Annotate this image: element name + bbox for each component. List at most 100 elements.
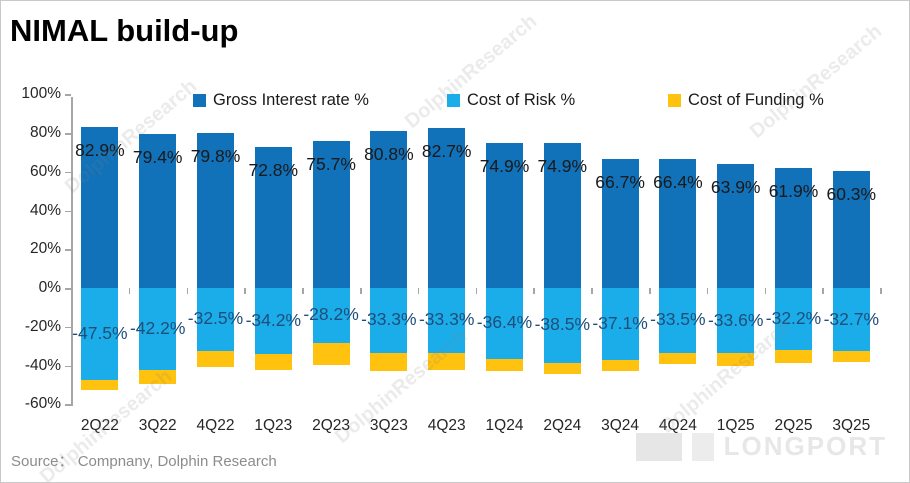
bar-cost-of-funding — [312, 342, 350, 365]
data-label-cost-of-risk: -47.5% — [72, 323, 128, 344]
y-axis-tick — [65, 249, 71, 251]
bar-gross-interest — [370, 131, 408, 288]
y-axis-label: 20% — [29, 240, 61, 258]
bar-cost-of-funding — [486, 358, 523, 372]
y-axis-tick — [65, 94, 71, 96]
bar-cost-of-risk — [197, 288, 234, 351]
x-axis-label: 3Q25 — [832, 417, 871, 434]
x-axis-tick — [706, 288, 709, 294]
longport-logo-icon — [691, 432, 714, 461]
bar-gross-interest — [428, 127, 466, 288]
chart-title: NIMAL build-up — [10, 13, 239, 48]
x-axis-label: 1Q25 — [716, 417, 755, 434]
data-label-gross-interest: 72.8% — [248, 159, 299, 180]
legend-swatch-cost-of-funding-icon — [668, 94, 681, 107]
bar-cost-of-risk — [370, 288, 408, 353]
x-axis-tick — [822, 288, 824, 294]
bar-cost-of-risk — [139, 288, 177, 370]
x-axis-label: 2Q25 — [774, 417, 813, 434]
y-axis-label: -20% — [24, 317, 61, 335]
data-label-cost-of-risk: -32.2% — [765, 308, 822, 329]
y-axis-line — [71, 97, 73, 407]
x-axis-label: 4Q24 — [658, 417, 697, 434]
data-label-cost-of-risk: -37.1% — [592, 312, 648, 333]
bar-cost-of-funding — [717, 353, 755, 367]
y-axis-label: -60% — [24, 395, 61, 413]
x-axis-tick — [880, 288, 882, 294]
bar-cost-of-funding — [601, 359, 639, 371]
data-label-cost-of-risk: -42.2% — [129, 317, 186, 338]
legend-swatch-gross-interest-icon — [193, 94, 206, 107]
bar-cost-of-risk — [81, 288, 119, 381]
x-axis-tick — [360, 288, 362, 294]
x-axis-tick — [186, 288, 189, 294]
x-axis-label: 3Q24 — [601, 417, 640, 434]
x-axis-label: 1Q24 — [485, 417, 524, 434]
bar-cost-of-risk — [775, 288, 812, 351]
bar-cost-of-funding — [543, 362, 581, 375]
bar-cost-of-risk — [428, 288, 466, 353]
data-label-gross-interest: 79.4% — [132, 147, 183, 168]
y-axis-label: 60% — [29, 162, 61, 180]
data-label-cost-of-risk: -28.2% — [303, 304, 359, 325]
longport-logo-icon — [635, 432, 682, 461]
source-line: Source： Compnany, Dolphin Research — [11, 450, 277, 471]
bar-gross-interest — [775, 168, 812, 288]
bar-cost-of-risk — [312, 288, 350, 343]
data-label-cost-of-risk: -32.7% — [823, 308, 880, 329]
bar-cost-of-risk — [832, 288, 870, 352]
y-axis-tick — [65, 210, 71, 212]
bar-cost-of-funding — [832, 351, 870, 363]
bar-gross-interest — [197, 133, 234, 288]
source-label: Source： — [11, 453, 74, 470]
legend-label: Cost of Risk % — [467, 91, 576, 109]
data-label-gross-interest: 79.8% — [190, 146, 241, 167]
data-label-cost-of-risk: -38.5% — [534, 314, 591, 335]
data-label-cost-of-risk: -33.3% — [361, 309, 417, 330]
data-label-gross-interest: 60.3% — [826, 184, 877, 205]
bar-gross-interest — [312, 141, 350, 288]
data-label-gross-interest: 82.9% — [75, 140, 125, 161]
x-axis-tick — [244, 288, 246, 294]
bar-gross-interest — [81, 127, 119, 288]
bar-cost-of-funding — [370, 352, 408, 371]
bar-cost-of-funding — [197, 350, 234, 367]
y-axis-label: 40% — [29, 201, 61, 219]
bar-cost-of-funding — [775, 350, 812, 363]
x-axis-tick — [533, 288, 535, 294]
source-text: Compnany, Dolphin Research — [77, 453, 277, 470]
bar-cost-of-funding — [254, 354, 292, 370]
bar-gross-interest — [254, 146, 292, 288]
y-axis-label: -40% — [24, 356, 61, 374]
data-label-gross-interest: 75.7% — [306, 154, 356, 175]
x-axis-tick — [417, 288, 420, 294]
x-axis-label: 1Q23 — [254, 417, 293, 434]
data-label-gross-interest: 66.7% — [595, 171, 645, 192]
bar-cost-of-risk — [486, 288, 523, 359]
x-axis-label: 2Q23 — [312, 417, 351, 434]
x-axis-label: 3Q23 — [369, 417, 408, 434]
legend-label: Cost of Funding % — [688, 91, 824, 109]
x-axis-tick — [649, 288, 651, 294]
y-axis-tick — [65, 326, 71, 329]
bar-gross-interest — [543, 142, 581, 288]
y-axis-tick — [65, 171, 71, 174]
bar-cost-of-funding — [659, 352, 697, 364]
legend-swatch-cost-of-risk-icon — [447, 94, 460, 107]
bar-cost-of-funding — [139, 369, 177, 384]
bar-cost-of-funding — [81, 380, 119, 390]
data-label-cost-of-risk: -36.4% — [476, 312, 533, 333]
data-label-gross-interest: 66.4% — [653, 172, 703, 193]
longport-watermark: LONGPORT — [635, 431, 887, 462]
x-axis-label: 2Q22 — [80, 417, 119, 434]
x-axis-tick — [128, 288, 131, 294]
data-label-gross-interest: 63.9% — [710, 177, 761, 198]
x-axis-label: 4Q23 — [427, 417, 466, 434]
bar-gross-interest — [486, 142, 523, 288]
x-axis-label: 3Q22 — [138, 417, 177, 434]
y-axis-tick — [65, 404, 71, 406]
bar-cost-of-funding — [428, 352, 466, 370]
longport-watermark-text: LONGPORT — [723, 431, 887, 461]
data-label-cost-of-risk: -33.6% — [707, 309, 764, 330]
legend-item-cost-of-risk: Cost of Risk % — [447, 91, 575, 110]
